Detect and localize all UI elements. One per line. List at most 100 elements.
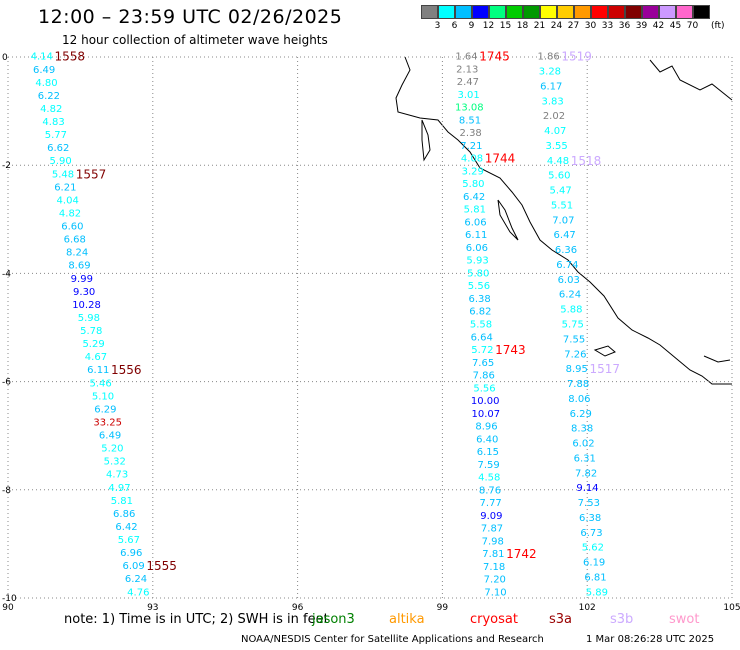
swh-value: 2.47 — [457, 77, 479, 88]
swh-value: 6.81 — [584, 572, 606, 583]
legend-label: 45 — [669, 21, 682, 31]
legend-swatch — [693, 5, 710, 19]
swh-value: 5.93 — [466, 256, 488, 267]
satellite-swot: swot — [669, 612, 700, 627]
legend-label: 70 — [686, 21, 699, 31]
legend-unit: (ft) — [711, 21, 725, 31]
legend-swatch — [455, 5, 472, 19]
swh-value: 6.11 — [87, 365, 109, 376]
swh-value: 8.95 — [566, 364, 588, 375]
swh-value: 6.82 — [469, 307, 491, 318]
y-tick-label: 0 — [2, 53, 8, 63]
swh-value: 10.28 — [72, 300, 101, 311]
swh-value: 2.02 — [543, 111, 565, 122]
swh-value: 6.42 — [463, 192, 485, 203]
swh-value: 4.67 — [85, 352, 107, 363]
swh-value: 4.58 — [478, 473, 500, 484]
swh-value: 6.31 — [574, 453, 596, 464]
swh-value: 3.83 — [541, 96, 563, 107]
swh-value: 7.65 — [472, 358, 494, 369]
legend-label: 21 — [533, 21, 546, 31]
swh-value: 8.69 — [68, 261, 90, 272]
swh-value: 4.82 — [59, 208, 81, 219]
x-tick-label: 102 — [579, 603, 596, 613]
legend-swatch — [506, 5, 523, 19]
pass-time-label: 1557 — [76, 167, 107, 181]
y-tick-label: -4 — [2, 269, 11, 279]
swh-value: 6.09 — [122, 561, 144, 572]
swh-value: 7.20 — [484, 575, 506, 586]
swh-value: 7.59 — [477, 460, 499, 471]
swh-value: 7.21 — [460, 141, 482, 152]
swh-value: 5.60 — [548, 171, 570, 182]
swh-value: 5.88 — [560, 305, 582, 316]
legend-label: 36 — [618, 21, 631, 31]
legend-swatch — [591, 5, 608, 19]
swh-value: 5.20 — [101, 444, 123, 455]
swh-value: 2.13 — [456, 64, 478, 75]
swh-value: 5.77 — [45, 130, 67, 141]
coastline — [497, 199, 519, 241]
swh-value: 5.90 — [49, 156, 71, 167]
swh-value: 4.80 — [35, 78, 57, 89]
swh-value: 6.49 — [33, 65, 55, 76]
swh-value: 8.51 — [459, 115, 481, 126]
legend-swatch — [438, 5, 455, 19]
pass-time-label: 1518 — [571, 154, 602, 168]
swh-value: 6.24 — [559, 290, 581, 301]
swh-value: 6.06 — [464, 217, 486, 228]
swh-value: 5.81 — [111, 496, 133, 507]
swh-value: 8.76 — [479, 485, 501, 496]
legend-label: 9 — [468, 21, 475, 31]
x-tick-label: 90 — [2, 603, 14, 613]
swh-value: 5.47 — [550, 186, 572, 197]
legend-swatch — [574, 5, 591, 19]
swh-value: 7.98 — [482, 536, 504, 547]
legend-label: 39 — [635, 21, 648, 31]
swh-value: 5.56 — [473, 383, 495, 394]
swh-value: 4.08 — [461, 154, 483, 165]
swh-value: 5.32 — [104, 457, 126, 468]
swh-value: 5.48 — [52, 169, 74, 180]
color-legend — [421, 5, 710, 19]
swh-value: 8.06 — [568, 394, 590, 405]
swh-value: 10.00 — [471, 396, 500, 407]
swh-value: 6.64 — [471, 332, 493, 343]
swh-value: 5.62 — [582, 543, 604, 554]
swh-value: 3.55 — [545, 141, 567, 152]
swh-value: 7.82 — [575, 468, 597, 479]
legend-labels: 3 6 9 12 15 18 21 24 27 30 33 36 39 42 45 70 — [421, 21, 701, 31]
swh-value: 5.89 — [586, 587, 608, 598]
pass-time-label: 1743 — [495, 343, 526, 357]
swh-value: 6.03 — [558, 275, 580, 286]
legend-label: 12 — [482, 21, 495, 31]
swh-value: 3.28 — [539, 67, 561, 78]
swh-value: 5.67 — [118, 535, 140, 546]
swh-value: 6.11 — [465, 230, 487, 241]
swh-value: 10.07 — [472, 409, 501, 420]
pass-time-label: 1555 — [146, 559, 177, 573]
swh-value: 7.53 — [578, 498, 600, 509]
legend-label: 27 — [567, 21, 580, 31]
swh-value: 4.76 — [127, 587, 149, 598]
legend-label: 33 — [601, 21, 614, 31]
footer-note: note: 1) Time is in UTC; 2) SWH is in fe… — [64, 612, 329, 627]
legend-swatch — [676, 5, 693, 19]
swh-value: 7.87 — [481, 524, 503, 535]
swh-value: 9.14 — [576, 483, 598, 494]
swh-value: 4.73 — [106, 470, 128, 481]
swh-value: 7.86 — [473, 371, 495, 382]
swh-value: 5.10 — [92, 391, 114, 402]
generated-timestamp: 1 Mar 08:26:28 UTC 2025 — [586, 634, 715, 645]
swh-value: 6.36 — [555, 245, 577, 256]
y-tick-label: -6 — [2, 378, 11, 388]
satellite-cryosat: cryosat — [470, 612, 518, 627]
swh-value: 4.07 — [544, 126, 566, 137]
swh-value: 5.98 — [78, 313, 100, 324]
legend-label: 15 — [499, 21, 512, 31]
swh-value: 6.68 — [64, 235, 86, 246]
swh-value: 13.08 — [455, 103, 484, 114]
swh-value: 3.29 — [462, 166, 484, 177]
swh-value: 6.19 — [583, 558, 605, 569]
x-tick-label: 99 — [437, 603, 449, 613]
